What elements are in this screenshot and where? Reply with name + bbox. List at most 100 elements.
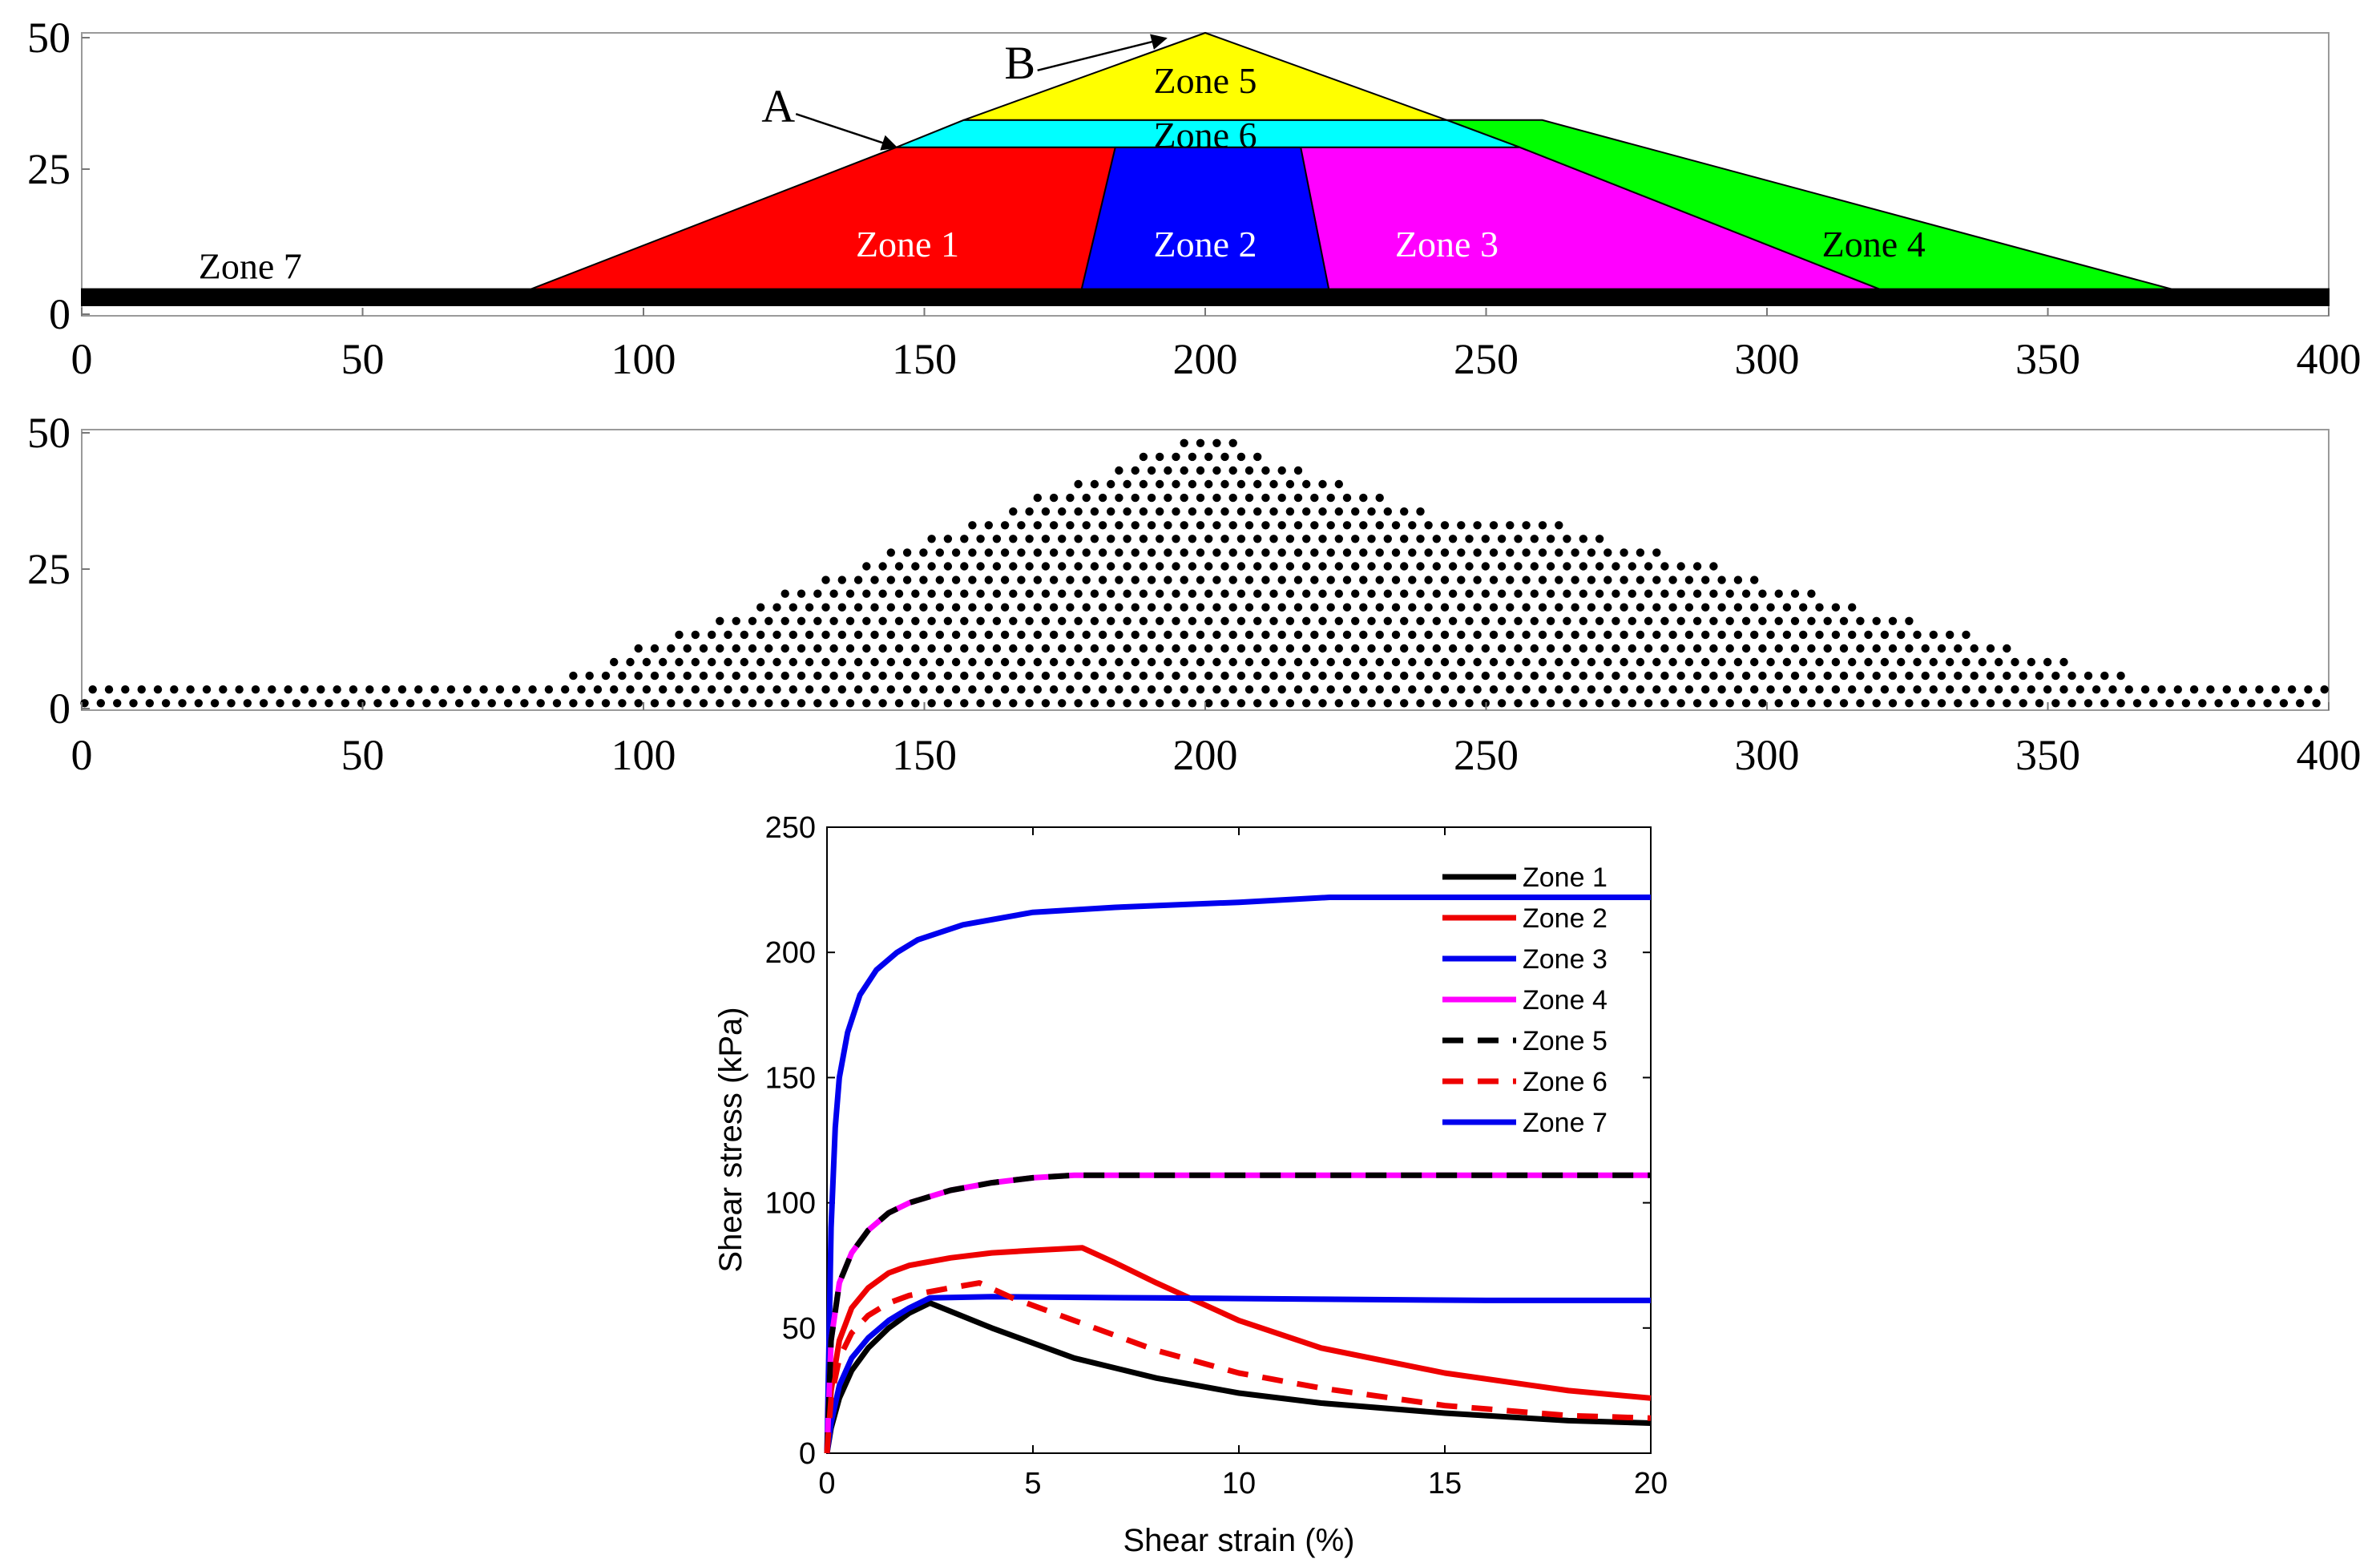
particle	[992, 535, 1002, 543]
legend-label-zone-4: Zone 4	[1523, 985, 1608, 1016]
particle	[1538, 548, 1547, 557]
particle	[1269, 589, 1278, 598]
particle	[1660, 644, 1669, 653]
particle	[1188, 699, 1197, 708]
particle	[186, 685, 195, 694]
particle	[797, 699, 806, 708]
particle	[1212, 685, 1221, 694]
particle	[1359, 685, 1368, 694]
particle	[601, 699, 611, 708]
particle	[1457, 630, 1466, 640]
particle	[789, 657, 797, 667]
particle	[968, 576, 977, 584]
particle	[1782, 603, 1792, 612]
particle	[1709, 616, 1718, 625]
particle	[927, 699, 936, 708]
particle	[1318, 479, 1327, 489]
particle	[1009, 507, 1018, 516]
particle	[919, 657, 928, 667]
particle	[1440, 657, 1450, 667]
particle	[1139, 452, 1148, 462]
particle	[2296, 699, 2305, 708]
particle	[1684, 603, 1694, 612]
particle	[1636, 576, 1645, 584]
particle	[1823, 616, 1832, 625]
particle	[1692, 562, 1702, 571]
particle	[1107, 699, 1115, 708]
particle	[1741, 671, 1751, 681]
particle	[2092, 685, 2101, 694]
particle	[1856, 616, 1865, 625]
particle	[1253, 644, 1262, 653]
particle	[1236, 507, 1246, 516]
particle	[1025, 644, 1034, 653]
particle	[1701, 603, 1710, 612]
particle	[1823, 699, 1832, 708]
particle-assembly-x-ticks: 0 50 100 150 200 250 300 350 400	[71, 702, 2362, 779]
particle	[1880, 657, 1890, 667]
particle-assembly-y-ticks: 0 25 50	[27, 409, 90, 733]
particle	[1156, 507, 1164, 516]
particle	[724, 685, 732, 694]
particle	[675, 685, 684, 694]
particle	[1921, 699, 1930, 708]
particle	[1962, 657, 1971, 667]
particle-assembly-x-tick-label: 150	[892, 731, 957, 779]
particle	[1131, 493, 1140, 503]
particle	[1017, 657, 1026, 667]
zone-diagram-x-tick-label: 200	[1173, 335, 1238, 383]
particle	[1741, 589, 1751, 598]
zone-diagram-panel: Zone 7 Zone 1 Zone 2 Zone 3 Zone 4 Zone 6 Zone…	[27, 14, 2362, 383]
particle	[194, 699, 203, 708]
particle	[1424, 630, 1433, 640]
particle	[1497, 535, 1507, 543]
particle	[1465, 671, 1474, 681]
particle	[1269, 479, 1278, 489]
particle	[1538, 685, 1547, 694]
legend-label-zone-2: Zone 2	[1523, 903, 1608, 934]
particle	[1269, 644, 1278, 653]
particle	[1074, 562, 1083, 571]
particle	[1066, 630, 1075, 640]
particle	[1538, 657, 1547, 667]
particle	[1293, 466, 1303, 475]
particle	[1448, 562, 1458, 571]
particle	[1497, 562, 1507, 571]
particle	[1644, 644, 1653, 653]
particle	[1416, 507, 1425, 516]
particle	[2157, 685, 2166, 694]
particle	[1848, 685, 1857, 694]
particle	[1172, 562, 1180, 571]
zone-diagram-x-tick-label: 250	[1454, 335, 1519, 383]
particle	[373, 699, 382, 708]
particle	[1253, 616, 1262, 625]
particle	[716, 616, 724, 625]
particle	[1351, 507, 1360, 516]
particle	[1489, 603, 1499, 612]
particle	[325, 699, 333, 708]
particle	[1115, 630, 1123, 640]
particle	[1326, 685, 1335, 694]
particle	[1277, 576, 1286, 584]
particle	[1220, 671, 1229, 681]
particle	[1408, 685, 1417, 694]
particle	[1269, 562, 1278, 571]
particle	[1066, 548, 1075, 557]
particle	[1107, 589, 1115, 598]
particle	[1359, 657, 1368, 667]
particle	[1115, 521, 1123, 530]
particle	[1244, 548, 1254, 557]
particle	[349, 685, 358, 694]
particle	[1025, 535, 1034, 543]
particle	[1017, 603, 1026, 612]
particle	[1603, 685, 1612, 694]
particle	[1929, 685, 1938, 694]
particle	[699, 644, 708, 653]
particle	[1571, 657, 1579, 667]
particle	[585, 671, 594, 681]
particle	[1888, 671, 1898, 681]
particle	[789, 685, 797, 694]
particle	[642, 657, 651, 667]
particle	[1514, 535, 1523, 543]
particle	[976, 671, 985, 681]
